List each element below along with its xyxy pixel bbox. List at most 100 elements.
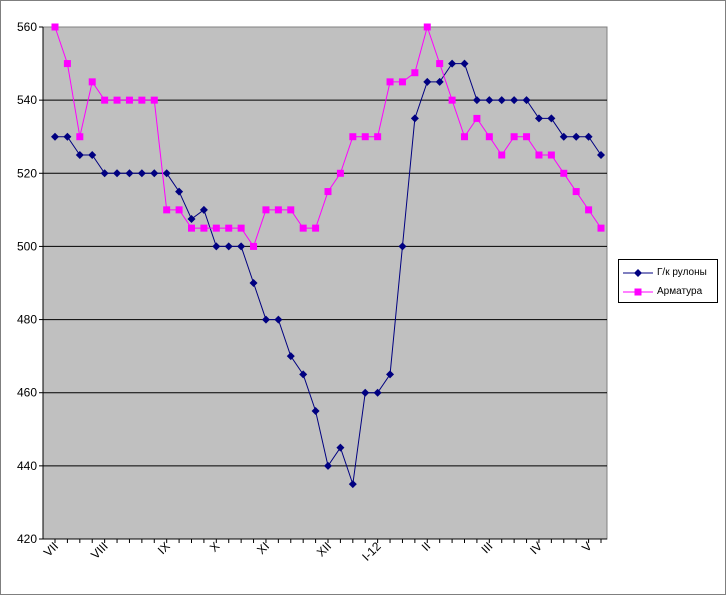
- data-point: [249, 279, 258, 287]
- data-point: [510, 96, 519, 105]
- data-point: [361, 388, 370, 397]
- y-tick-label: 540: [17, 93, 37, 107]
- y-tick-label: 480: [17, 313, 37, 327]
- data-point: [224, 242, 233, 251]
- data-point: [150, 96, 158, 104]
- legend-swatch-square: [623, 288, 653, 296]
- data-point: [212, 242, 221, 251]
- data-point: [274, 206, 282, 214]
- x-tick-label: III: [478, 539, 495, 556]
- data-point: [572, 188, 580, 196]
- data-point: [51, 23, 59, 31]
- data-point: [386, 370, 395, 379]
- legend-label-1: Г/к рулоны: [657, 267, 707, 278]
- data-point: [286, 352, 295, 361]
- x-tick-label: VIII: [88, 539, 111, 562]
- x-tick-label: XI: [254, 539, 272, 557]
- data-point: [63, 60, 71, 68]
- data-point: [324, 461, 332, 470]
- data-point: [250, 242, 258, 250]
- series-1: [51, 59, 605, 489]
- data-point: [473, 114, 481, 122]
- data-point: [137, 169, 146, 178]
- data-point: [374, 133, 382, 141]
- data-point: [163, 206, 171, 214]
- data-point: [534, 114, 543, 123]
- data-point: [125, 169, 134, 178]
- data-point: [63, 132, 72, 141]
- x-tick-label: X: [207, 539, 223, 555]
- y-axis: 420 440 460 480 500 520 540 560: [17, 20, 44, 546]
- legend: Г/к рулоны Арматура: [618, 259, 718, 303]
- data-point: [150, 169, 159, 178]
- data-point: [547, 151, 555, 159]
- data-point: [237, 242, 246, 251]
- y-tick-label: 560: [17, 20, 37, 34]
- data-point: [88, 78, 96, 86]
- data-point: [262, 206, 270, 214]
- x-tick-label: V: [579, 539, 595, 555]
- data-point: [373, 388, 382, 397]
- y-tick-label: 500: [17, 239, 37, 253]
- data-point: [175, 206, 183, 214]
- data-point: [410, 114, 419, 123]
- x-tick-label: XII: [314, 539, 334, 559]
- data-point: [225, 224, 233, 232]
- data-point: [585, 206, 593, 214]
- x-tick-label: IV: [527, 539, 545, 557]
- data-point: [597, 224, 605, 232]
- data-point: [448, 96, 456, 104]
- series-layer: [51, 23, 605, 489]
- data-point: [188, 224, 195, 232]
- legend-entry-1: Г/к рулоны: [623, 265, 717, 281]
- y-tick-label: 440: [17, 459, 37, 473]
- data-point: [274, 315, 283, 324]
- data-point: [435, 77, 444, 86]
- data-point: [336, 169, 344, 177]
- data-point: [560, 169, 568, 177]
- legend-entry-2: Арматура: [623, 284, 717, 300]
- data-point: [348, 480, 357, 489]
- data-point: [423, 23, 431, 31]
- x-tick-label: I-12: [359, 539, 384, 564]
- data-point: [113, 169, 122, 178]
- data-point: [461, 133, 468, 141]
- legend-label-2: Арматура: [657, 286, 703, 297]
- data-point: [101, 96, 109, 104]
- data-point: [125, 96, 133, 104]
- data-point: [312, 224, 320, 232]
- data-point: [349, 133, 357, 141]
- data-point: [311, 407, 320, 415]
- y-tick-label: 460: [17, 386, 37, 400]
- data-point: [261, 315, 270, 324]
- data-point: [398, 242, 407, 251]
- data-point: [51, 132, 59, 141]
- x-tick-label: VII: [41, 539, 61, 559]
- data-point: [386, 78, 394, 86]
- data-point: [100, 169, 109, 178]
- data-point: [162, 169, 171, 178]
- data-point: [324, 188, 332, 196]
- y-tick-label: 420: [17, 532, 37, 546]
- x-axis: VII VIII IX X XI XII I-12 II III IV V: [41, 538, 607, 564]
- y-tick-label: 520: [17, 166, 37, 180]
- series-2: [51, 23, 605, 250]
- data-point: [572, 132, 581, 141]
- data-point: [485, 96, 494, 105]
- data-point: [138, 96, 146, 104]
- data-point: [485, 133, 493, 141]
- data-point: [448, 59, 457, 68]
- data-point: [584, 132, 593, 141]
- data-point: [199, 205, 208, 214]
- data-point: [76, 133, 84, 141]
- data-point: [597, 151, 605, 159]
- data-point: [88, 151, 97, 159]
- data-point: [460, 59, 469, 68]
- data-point: [398, 78, 406, 86]
- data-point: [187, 215, 196, 223]
- data-point: [423, 77, 432, 86]
- legend-swatch-diamond: [623, 269, 653, 277]
- data-point: [75, 151, 84, 159]
- data-point: [200, 224, 208, 232]
